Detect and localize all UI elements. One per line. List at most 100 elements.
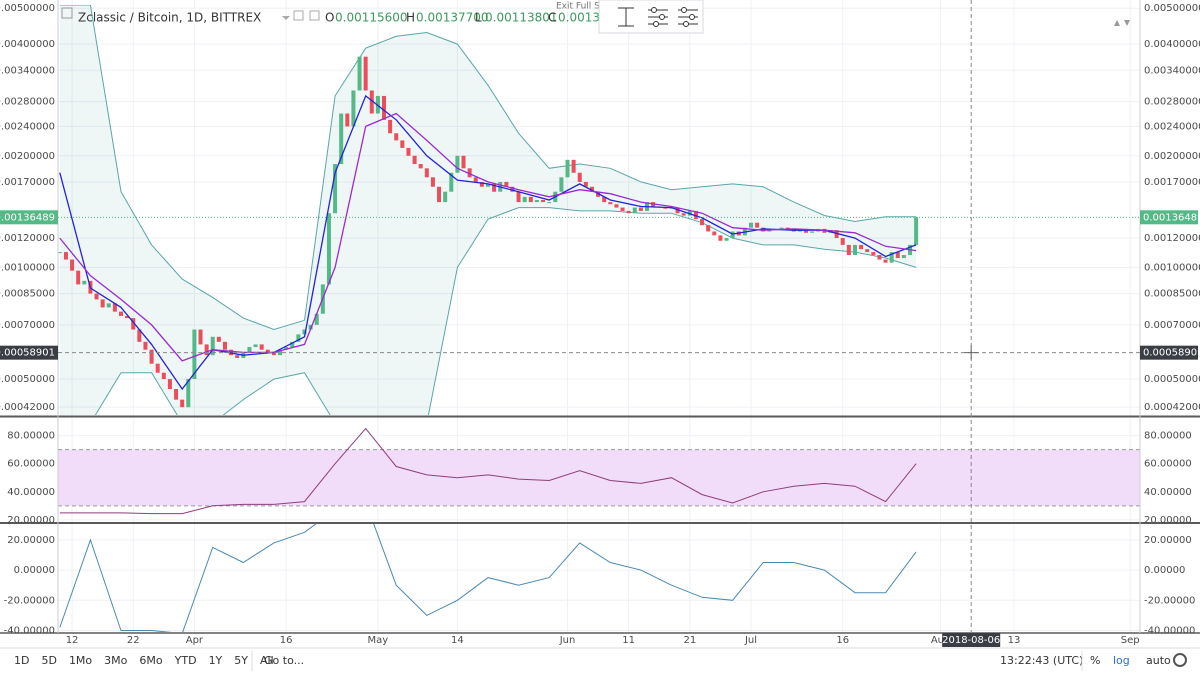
cursor	[964, 345, 979, 360]
exit-fullscreen[interactable]: Exit Full Screen	[556, 2, 625, 12]
header: Zclassic / Bitcoin, 1D, BITTREX O 0.0011…	[61, 0, 1130, 34]
price-tag-label: 0.00136489	[0, 212, 55, 223]
log-toggle[interactable]: log	[1113, 654, 1130, 667]
candle	[785, 227, 790, 229]
y-tick-label: 0.00200000	[1144, 151, 1200, 162]
range-button[interactable]: 1D	[14, 654, 29, 667]
candle	[492, 183, 497, 192]
range-button[interactable]: YTD	[174, 654, 197, 667]
candle	[247, 347, 252, 353]
candle	[174, 389, 179, 400]
moving-average	[59, 112, 917, 362]
candle	[198, 329, 203, 345]
candle	[259, 344, 264, 350]
band-lower	[94, 207, 917, 415]
price-pane	[58, 5, 1140, 415]
candle	[443, 191, 448, 203]
y-tick-label: -40.00000	[1144, 625, 1195, 636]
drawing-toolbar: Exit Full Screen	[556, 0, 704, 34]
candle	[106, 303, 111, 308]
candle	[883, 259, 888, 263]
candle	[638, 207, 643, 211]
y-tick-label: 0.00170000	[1144, 177, 1200, 188]
candle	[143, 341, 148, 350]
y-tick-label: 0.00200000	[0, 151, 55, 162]
candle	[834, 230, 839, 239]
crosshair-tag	[1140, 345, 1198, 360]
x-tick-label: 12	[66, 635, 79, 646]
range-button[interactable]: 1Y	[209, 654, 223, 667]
candle	[278, 349, 283, 356]
dropdown[interactable]	[282, 16, 290, 20]
candle	[632, 207, 637, 214]
candle	[308, 324, 313, 330]
close-icon[interactable]	[309, 10, 320, 21]
crosshair-tag-label: 0.00058901	[0, 348, 55, 359]
candle	[449, 172, 454, 192]
candle	[914, 217, 919, 245]
y-tick-label: 20.00000	[1144, 515, 1192, 526]
range-button[interactable]: 5D	[41, 654, 56, 667]
scale-arrows[interactable]	[1114, 20, 1130, 26]
date-tag	[942, 633, 1001, 647]
date-tag-label: 2018-08-06	[942, 635, 1000, 646]
candle	[369, 90, 374, 114]
y-tick-label: 0.00400000	[0, 39, 55, 50]
y-tick-label: -20.00000	[4, 595, 55, 606]
tool-icon[interactable]	[618, 7, 634, 27]
candle	[112, 303, 117, 312]
y-tick-label: 20.00000	[1144, 535, 1192, 546]
y-tick-label: 60.00000	[1144, 459, 1192, 470]
percent-toggle[interactable]: %	[1090, 654, 1100, 667]
x-tick-label: Sep	[1121, 635, 1140, 646]
y-tick-label: 0.00280000	[0, 97, 55, 108]
candle	[608, 202, 613, 205]
candle	[602, 196, 607, 203]
x-tick-label: Aug	[931, 635, 951, 646]
settings-icon[interactable]	[1173, 653, 1187, 667]
ohlc-key: L	[475, 11, 482, 25]
candle	[534, 199, 539, 203]
candle	[522, 196, 527, 203]
candle	[504, 181, 509, 187]
y-tick-label: 0.00500000	[1144, 3, 1200, 14]
y-tick-label: 0.00100000	[1144, 262, 1200, 273]
candle	[437, 186, 442, 203]
candle	[63, 252, 68, 260]
candle	[314, 313, 319, 325]
range-button[interactable]: 3Mo	[104, 654, 127, 667]
range-button[interactable]: 5Y	[234, 654, 248, 667]
band-fill	[58, 449, 1140, 506]
candle	[296, 334, 301, 342]
settings-icon[interactable]	[293, 10, 304, 21]
candle	[284, 347, 289, 350]
candle	[400, 140, 405, 148]
y-tick-label: 0.00500000	[0, 3, 55, 14]
band-fill	[59, 5, 917, 415]
x-tick-label: May	[368, 635, 389, 646]
y-tick-label: 0.00070000	[1144, 320, 1200, 331]
candle	[100, 299, 105, 308]
candle	[724, 238, 729, 241]
y-tick-label: 0.00000	[1144, 565, 1185, 576]
candle	[577, 172, 582, 182]
candle	[70, 259, 75, 271]
candle	[58, 252, 62, 254]
candle	[253, 344, 258, 348]
range-button[interactable]: 6Mo	[139, 654, 162, 667]
candle	[681, 213, 686, 216]
range-button[interactable]: All	[260, 654, 274, 667]
collapse-icon[interactable]	[61, 7, 73, 19]
goto[interactable]: Go to...	[264, 654, 304, 667]
y-tick-label: 0.00042000	[1144, 402, 1200, 413]
crosshair-tag-label: 0.00058901	[1143, 348, 1200, 359]
ohlc-key: C	[548, 11, 556, 25]
symbol[interactable]: Zclassic / Bitcoin, 1D, BITTREX	[78, 11, 261, 25]
candle	[149, 349, 154, 364]
range-button[interactable]: 1Mo	[69, 654, 92, 667]
candle	[210, 336, 215, 356]
auto-toggle[interactable]: auto	[1146, 654, 1171, 667]
candle	[461, 155, 466, 169]
x-tick-label: 13	[1008, 635, 1021, 646]
x-tick-label: Apr	[186, 635, 204, 646]
